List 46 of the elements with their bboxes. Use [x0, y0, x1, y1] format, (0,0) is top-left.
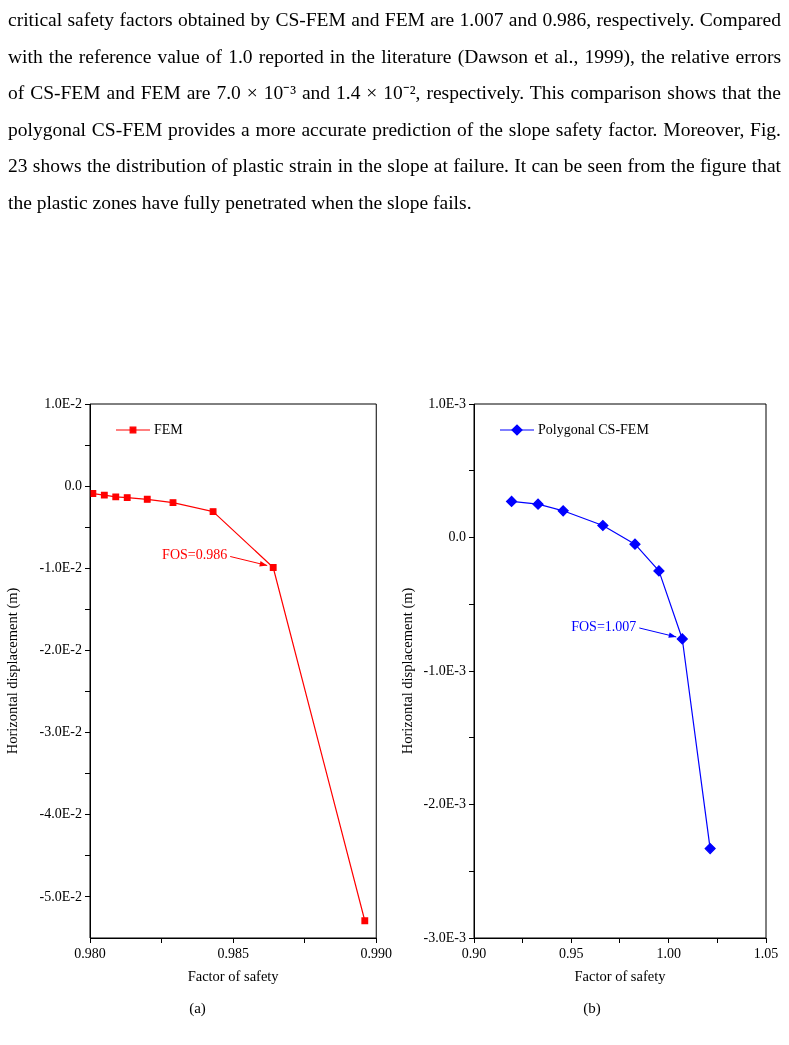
annotation: FOS=0.986 — [162, 547, 228, 563]
point — [653, 565, 665, 577]
legend-label: Polygonal CS-FEM — [538, 421, 650, 437]
point — [629, 538, 641, 550]
y-axis-title: Horizontal displacement (m) — [3, 587, 21, 755]
x-tick-label: 1.05 — [753, 946, 779, 962]
x-tick-label: 0.985 — [217, 946, 249, 962]
x-axis-title: Factor of safety — [574, 968, 667, 985]
text: critical safety factors obtained by CS-FEM and FEM are 1.007 and 0.986, respectively. Compared with the reference value of 1.0 reported in the literature (Dawson et al., 1999), the relative errors of CS-FEM and FEM are 7.0 × 10⁻³ and 1.4 × 10⁻², respectively. This comparison shows that the polygonal CS-FEM provides a more accurate prediction of the slope safety factor. Moreover, Fig. 23 shows the distribution of plastic strain in the slope at failure. It can be seen from the figure that the plastic zones have fully penetrated when the slope fails. — [8, 8, 781, 215]
y-tick-label: -1.0E-3 — [423, 662, 466, 678]
point — [361, 917, 369, 925]
y-tick-label: 1.0E-2 — [44, 395, 82, 411]
point — [597, 519, 609, 532]
point — [123, 494, 131, 502]
point — [557, 505, 569, 517]
annotation: FOS=1.007 — [571, 618, 637, 634]
point — [532, 498, 544, 510]
y-tick-label: -2.0E-2 — [39, 642, 82, 658]
y-tick-label: 0.0 — [64, 477, 82, 493]
text: (a) — [188, 1000, 207, 1017]
point — [209, 508, 217, 516]
x-tick-label: 1.00 — [656, 946, 681, 962]
y-tick-label: -2.0E-3 — [423, 796, 466, 812]
point — [505, 495, 518, 508]
x-tick-label: 0.90 — [461, 946, 487, 962]
text: (b) — [582, 1000, 602, 1017]
y-tick-label: 1.0E-3 — [428, 395, 466, 411]
x-axis-title: Factor of safety — [187, 968, 280, 985]
point — [143, 495, 151, 503]
y-axis-title: Horizontal displacement (m) — [398, 587, 416, 755]
point — [676, 633, 688, 645]
point — [169, 499, 177, 507]
y-tick-label: -5.0E-2 — [39, 888, 82, 904]
x-tick-label: 0.990 — [360, 946, 392, 962]
legend-label: FEM — [154, 421, 184, 437]
y-tick-label: 0.0 — [448, 529, 466, 545]
y-tick-label: -3.0E-2 — [39, 724, 82, 740]
point — [112, 493, 120, 501]
y-tick-label: -1.0E-2 — [39, 559, 82, 575]
point — [100, 491, 108, 499]
point — [704, 842, 716, 855]
x-tick-label: 0.95 — [559, 946, 584, 962]
y-tick-label: -3.0E-3 — [423, 929, 466, 945]
y-tick-label: -4.0E-2 — [39, 806, 82, 822]
x-tick-label: 0.980 — [74, 946, 106, 962]
point — [269, 564, 277, 571]
